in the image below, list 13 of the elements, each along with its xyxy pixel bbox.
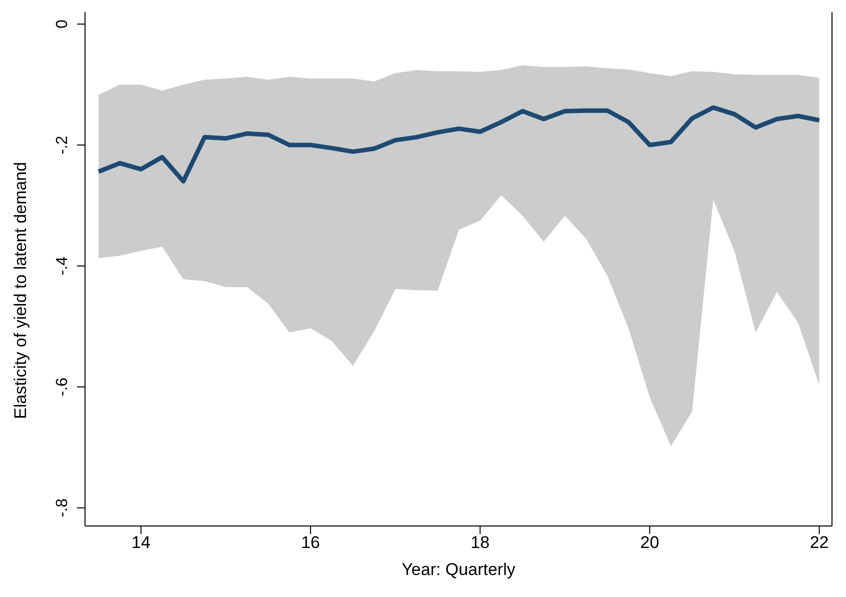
y-axis-title: Elasticity of yield to latent demand (11, 162, 30, 419)
y-tick-label: -.6 (54, 377, 71, 396)
x-tick-label: 14 (132, 533, 150, 552)
y-tick-label: -.8 (54, 498, 71, 518)
y-tick-label: 0 (54, 20, 71, 29)
x-tick-label: 16 (301, 533, 320, 552)
x-tick-label: 22 (810, 533, 829, 552)
x-axis-title: Year: Quarterly (402, 560, 516, 579)
y-tick-label: -.4 (54, 256, 71, 276)
x-tick-label: 20 (640, 533, 660, 552)
line-series (96, 105, 822, 184)
x-tick-label: 18 (470, 533, 490, 552)
y-tick-label: -.2 (54, 136, 71, 154)
